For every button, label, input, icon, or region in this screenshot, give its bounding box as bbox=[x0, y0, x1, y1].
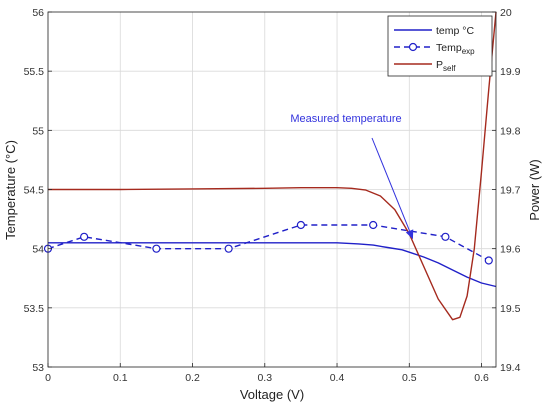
temp-line bbox=[48, 242, 497, 288]
temp-exp-point bbox=[80, 232, 89, 241]
annotation: Measured temperature bbox=[290, 113, 414, 240]
temp-exp-point bbox=[224, 244, 233, 253]
y-right-tick-label: 19.4 bbox=[500, 362, 521, 374]
x-tick-label: 0.2 bbox=[185, 372, 200, 384]
legend-label-temp-exp: Tempexp bbox=[436, 42, 475, 56]
temp-exp-point bbox=[369, 220, 378, 230]
temp-exp-line bbox=[47, 224, 490, 262]
x-tick-label: 0.6 bbox=[474, 372, 489, 384]
annotation-text: Measured temperature bbox=[290, 113, 401, 125]
y-left-tick-label: 53.5 bbox=[24, 303, 45, 315]
y-left-tick-label: 53 bbox=[32, 362, 44, 374]
y-left-tick-label: 56 bbox=[32, 7, 44, 19]
y-axis-left: 53 53.5 54 54.5 55 55.5 56 bbox=[24, 7, 52, 374]
series-layer bbox=[43, 11, 497, 321]
y-axis-right: 19.4 19.5 19.6 19.7 19.8 19.9 20 bbox=[492, 7, 521, 374]
y-right-tick-label: 19.7 bbox=[500, 185, 521, 197]
y-axis-right-title: Power (W) bbox=[527, 159, 542, 220]
x-tick-label: 0.4 bbox=[330, 372, 345, 384]
x-axis: 0 0.1 0.2 0.3 0.4 0.5 0.6 bbox=[45, 363, 489, 384]
y-left-tick-label: 54 bbox=[32, 244, 44, 256]
p-self-line bbox=[48, 11, 497, 321]
y-axis-left-title: Temperature (°C) bbox=[3, 140, 18, 240]
legend-label-p-self: Pself bbox=[436, 59, 456, 73]
y-right-tick-label: 19.6 bbox=[500, 244, 521, 256]
legend: temp °C Tempexp Pself bbox=[387, 15, 493, 77]
x-tick-label: 0 bbox=[45, 372, 51, 384]
y-right-tick-label: 19.5 bbox=[500, 303, 521, 315]
y-right-tick-label: 20 bbox=[500, 7, 512, 19]
temp-exp-point bbox=[484, 256, 493, 265]
y-left-tick-label: 55.5 bbox=[24, 66, 45, 78]
y-right-tick-label: 19.9 bbox=[500, 66, 521, 78]
x-tick-label: 0.5 bbox=[402, 372, 417, 384]
y-left-tick-label: 55 bbox=[32, 125, 44, 137]
x-axis-title: Voltage (V) bbox=[240, 387, 304, 402]
y-left-tick-label: 54.5 bbox=[24, 185, 45, 197]
y-right-tick-label: 19.8 bbox=[500, 125, 521, 137]
legend-label-temp: temp °C bbox=[436, 25, 474, 37]
x-tick-label: 0.1 bbox=[113, 372, 128, 384]
legend-marker-temp-exp bbox=[408, 42, 418, 52]
annotation-arrow-head bbox=[405, 229, 414, 240]
temp-exp-point bbox=[441, 232, 450, 241]
temp-exp-point bbox=[296, 220, 306, 230]
x-tick-label: 0.3 bbox=[257, 372, 272, 384]
temp-exp-point bbox=[152, 244, 161, 253]
legend-box bbox=[387, 15, 493, 77]
annotation-arrow-line bbox=[371, 137, 410, 232]
